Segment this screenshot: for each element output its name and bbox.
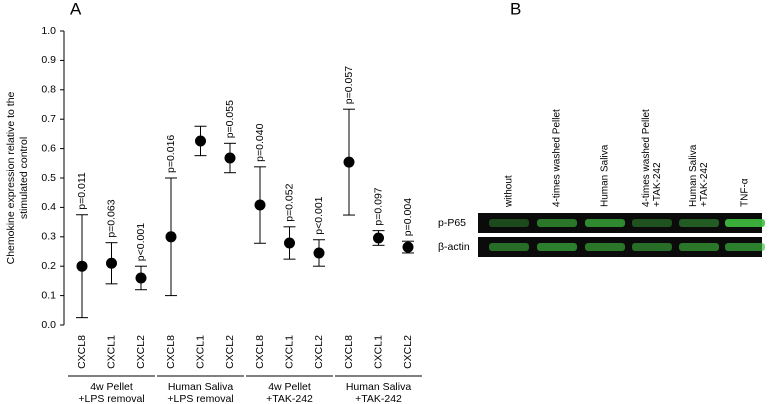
y-tick-label: 0.2 — [41, 260, 56, 272]
band — [585, 243, 625, 251]
group-label: 4w Pellet — [268, 381, 311, 393]
dot — [195, 135, 206, 147]
panel-label: A — [70, 0, 82, 18]
p-value: p=0.040 — [254, 123, 266, 161]
y-tick-label: 1.0 — [41, 25, 56, 37]
x-tick-label: CXCL8 — [254, 335, 266, 369]
dot — [254, 199, 266, 211]
lane-label: 4-times washed Pellet — [552, 109, 563, 207]
dot — [165, 231, 177, 243]
band — [679, 243, 719, 251]
dot — [313, 247, 325, 259]
dot — [76, 260, 88, 272]
lane-label: +TAK-242 — [699, 162, 710, 207]
x-tick-label: CXCL1 — [283, 335, 295, 369]
dot — [343, 156, 355, 168]
dot — [106, 257, 117, 269]
band — [537, 219, 577, 227]
band — [725, 243, 765, 251]
x-tick-label: CXCL8 — [343, 335, 355, 369]
lane-label: without — [504, 175, 515, 208]
row-label: β-actin — [438, 241, 470, 253]
p-value: p=0.097 — [372, 187, 384, 225]
x-tick-label: CXCL2 — [224, 335, 236, 369]
y-tick-label: 0.0 — [41, 319, 56, 331]
group-label: 4w Pellet — [90, 381, 133, 393]
band — [489, 243, 529, 251]
group-label: +TAK-242 — [355, 393, 402, 404]
dot — [402, 241, 414, 253]
band — [679, 219, 719, 227]
band — [585, 219, 625, 227]
p-value: p=0.055 — [224, 100, 236, 138]
x-tick-label: CXCL2 — [135, 335, 147, 369]
lane-label: 4-times washed Pellet — [641, 109, 652, 207]
p-value: p=0.057 — [343, 66, 355, 104]
dot — [224, 152, 236, 164]
y-axis-label: Chemokine expression relative to the — [5, 91, 17, 264]
lane-label: Human Saliva — [600, 144, 611, 207]
y-tick-label: 0.4 — [41, 201, 56, 213]
y-tick-label: 0.3 — [41, 231, 56, 243]
y-tick-label: 0.9 — [41, 54, 56, 66]
x-tick-label: CXCL8 — [165, 335, 177, 369]
y-tick-label: 0.5 — [41, 172, 56, 184]
p-value: p=0.004 — [402, 198, 414, 236]
y-tick-label: 0.8 — [41, 84, 56, 96]
band — [632, 243, 672, 251]
x-tick-label: CXCL2 — [313, 335, 325, 369]
lane-label: TNF-α — [740, 178, 751, 207]
p-value: p=0.063 — [105, 199, 117, 237]
band — [725, 219, 765, 227]
p-value: p=0.052 — [283, 183, 295, 221]
y-tick-label: 0.7 — [41, 113, 56, 125]
group-label: +LPS removal — [167, 393, 233, 404]
dot — [284, 237, 295, 249]
y-tick-label: 0.6 — [41, 142, 56, 154]
band — [632, 219, 672, 227]
band — [489, 219, 529, 227]
group-label: Human Saliva — [168, 381, 234, 393]
y-axis-label: stimulated control — [18, 137, 30, 219]
x-tick-label: CXCL8 — [76, 335, 88, 369]
x-tick-label: CXCL1 — [105, 335, 117, 369]
lane-label: +TAK-242 — [652, 162, 663, 207]
group-label: +TAK-242 — [266, 393, 313, 404]
p-value: p<0.001 — [313, 196, 325, 234]
p-value: p<0.001 — [135, 223, 147, 261]
lane-label: Human Saliva — [688, 144, 699, 207]
group-label: +LPS removal — [78, 393, 144, 404]
x-tick-label: CXCL1 — [194, 335, 206, 369]
x-tick-label: CXCL1 — [372, 335, 384, 369]
dot — [135, 272, 147, 284]
y-tick-label: 0.1 — [41, 289, 56, 301]
dot — [373, 232, 384, 244]
panel-label: B — [510, 0, 521, 18]
group-label: Human Saliva — [346, 381, 412, 393]
p-value: p=0.011 — [76, 172, 88, 210]
p-value: p=0.016 — [165, 135, 177, 173]
band — [537, 243, 577, 251]
x-tick-label: CXCL2 — [402, 335, 414, 369]
row-label: p-P65 — [438, 217, 466, 229]
